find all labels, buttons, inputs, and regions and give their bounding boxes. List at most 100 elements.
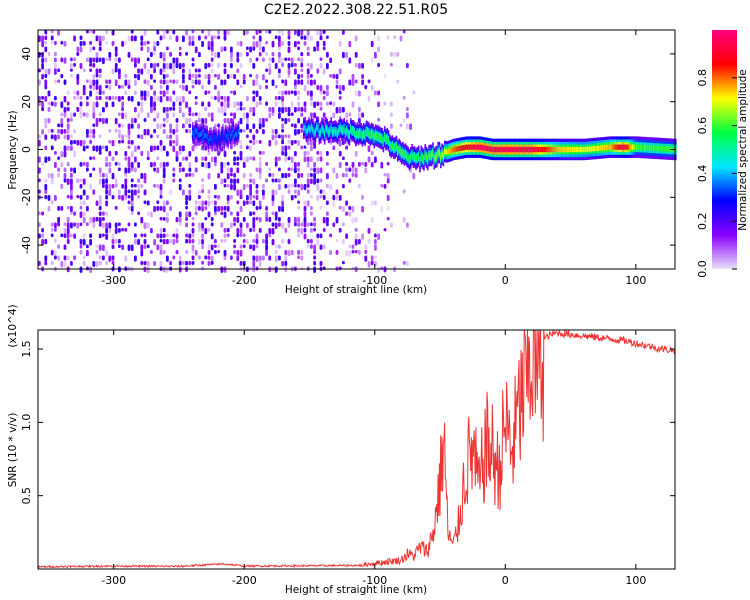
noise-cell [236,217,240,223]
ridge-cell [591,146,594,152]
noise-cell [38,96,41,102]
noise-cell [92,63,96,68]
ridge-cell [400,151,403,157]
noise-cell [108,52,112,58]
noise-cell [89,173,92,178]
noise-cell [271,107,275,114]
noise-cell [210,244,214,251]
noise-cell [57,30,60,36]
noise-cell [252,261,256,268]
noise-cell [207,244,211,250]
noise-cell [313,101,316,108]
noise-cell [278,35,281,42]
noise-cell [322,195,326,200]
noise-cell [194,211,198,216]
noise-cell [82,189,86,196]
noise-cell [374,200,377,206]
noise-cell [300,184,304,191]
noise-cell [73,233,76,239]
noise-cell [278,90,281,95]
noise-cell [191,244,195,252]
noise-cell [377,233,380,240]
noise-cell [252,195,256,199]
noise-cell [274,101,278,107]
noise-cell [294,140,297,144]
noise-cell [70,189,73,196]
noise-cell [310,244,313,249]
noise-cell [124,79,128,86]
ridge-cell [668,146,671,152]
noise-cell [297,162,300,167]
y-tick-label: 1.0 [20,414,33,432]
noise-cell [287,112,291,117]
noise-cell [73,211,76,216]
noise-cell [249,200,252,205]
noise-cell [262,46,265,53]
noise-cell [374,156,377,164]
noise-cell [207,74,211,80]
noise-cell [246,52,249,57]
noise-cell [60,129,64,135]
noise-cell [124,184,128,190]
noise-cell [146,151,150,157]
ridge-cell [536,146,539,153]
noise-cell [140,184,144,189]
noise-cell [118,57,121,63]
noise-cell [143,233,147,238]
ridge-cell [446,149,449,155]
noise-cell [281,173,284,179]
noise-cell [377,35,380,42]
noise-cell [198,195,201,200]
noise-cell [159,250,163,255]
noise-cell [162,118,166,122]
noise-cell [236,233,240,238]
ridge-cell [530,146,532,153]
noise-cell [214,156,217,163]
noise-cell [194,46,198,54]
ridge-cell [309,127,312,133]
noise-cell [335,250,339,255]
noise-cell [265,162,268,166]
noise-cell [278,112,281,119]
noise-cell [188,233,192,239]
noise-cell [188,162,192,168]
noise-cell [322,90,326,95]
noise-cell [127,85,131,89]
noise-cell [66,239,70,244]
noise-cell [274,266,278,273]
noise-cell [316,184,320,191]
ridge-cell [531,146,533,153]
noise-cell [412,90,416,95]
noise-cell [118,74,121,80]
noise-cell [54,222,57,229]
ridge-cell [652,145,655,151]
noise-cell [54,79,57,84]
noise-cell [188,239,192,244]
noise-cell [239,151,243,157]
noise-cell [262,195,265,200]
noise-cell [105,96,108,100]
noise-cell [108,96,112,101]
noise-cell [63,129,67,134]
noise-cell [182,189,185,196]
noise-cell [274,162,278,167]
noise-cell [41,96,44,100]
ridge-cell [527,146,530,153]
noise-cell [348,250,352,257]
noise-cell [188,107,192,113]
noise-cell [354,151,358,157]
noise-cell [86,162,89,168]
noise-cell [236,228,240,235]
noise-cell [108,140,112,144]
noise-cell [89,41,92,45]
noise-cell [79,107,83,114]
noise-cell [98,200,102,206]
noise-cell [230,195,233,200]
noise-cell [175,228,179,233]
noise-cell [124,228,128,232]
noise-cell [76,74,80,81]
noise-cell [118,162,121,167]
ridge-cell [372,131,374,138]
noise-cell [162,35,166,40]
noise-cell [313,217,316,222]
